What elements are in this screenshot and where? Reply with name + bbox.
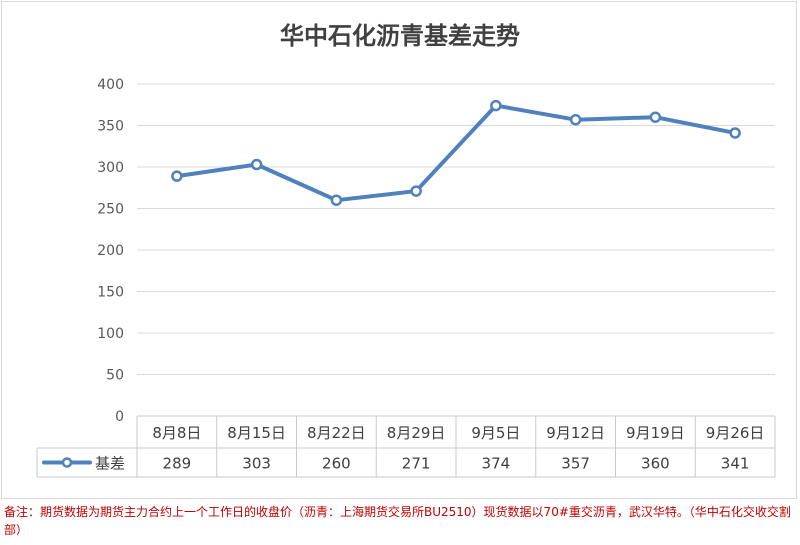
table-value: 341 xyxy=(721,455,750,473)
table-value: 360 xyxy=(641,455,670,473)
y-tick-label: 300 xyxy=(97,160,124,176)
y-tick-label: 0 xyxy=(115,409,124,425)
x-category-label: 9月19日 xyxy=(626,424,685,442)
x-category-label: 8月15日 xyxy=(227,424,286,442)
y-tick-label: 150 xyxy=(97,285,124,301)
table-value: 374 xyxy=(482,455,511,473)
data-point xyxy=(330,194,343,206)
table-value: 303 xyxy=(242,455,271,473)
data-point xyxy=(490,99,502,112)
y-tick-label: 250 xyxy=(97,202,124,218)
data-point xyxy=(171,170,183,182)
legend-key-marker xyxy=(61,457,73,468)
series-line xyxy=(174,103,738,203)
x-category-label: 8月8日 xyxy=(152,424,201,442)
x-category-label: 9月12日 xyxy=(546,424,605,442)
chart-title: 华中石化沥青基差走势 xyxy=(280,22,520,50)
data-point xyxy=(410,185,422,197)
data-point xyxy=(729,127,741,139)
y-tick-label: 400 xyxy=(97,77,124,93)
table-value: 260 xyxy=(322,455,351,473)
x-category-label: 8月22日 xyxy=(307,424,366,442)
line-chart: 华中石化沥青基差走势 0 50 100 150 200 250 300 350 400 8月8日 8月… xyxy=(36,22,776,478)
footnote: 备注：期货数据为期货主力合约上一个工作日的收盘价（沥青：上海期货交易所BU251… xyxy=(4,505,791,537)
y-tick-label: 50 xyxy=(106,368,124,384)
table-value: 357 xyxy=(561,455,590,473)
x-category-label: 8月29日 xyxy=(387,424,446,442)
table-value: 289 xyxy=(163,455,192,473)
x-category-label: 9月26日 xyxy=(706,424,765,442)
y-tick-label: 200 xyxy=(97,243,124,259)
data-point xyxy=(569,113,582,126)
y-tick-label: 100 xyxy=(97,326,124,342)
y-tick-label: 350 xyxy=(97,119,124,135)
legend-label: 基差 xyxy=(95,455,125,473)
table-value: 271 xyxy=(402,455,431,473)
data-point xyxy=(649,111,662,123)
x-category-label: 9月5日 xyxy=(471,424,520,442)
data-point xyxy=(250,158,263,171)
